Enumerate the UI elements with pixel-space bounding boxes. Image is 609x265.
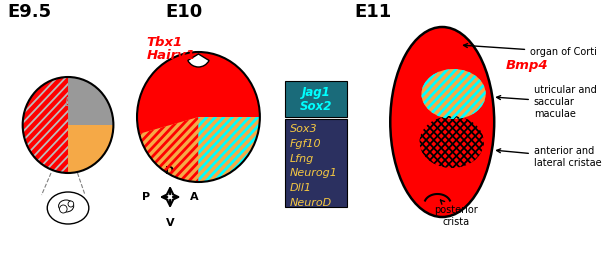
- Wedge shape: [23, 77, 68, 173]
- Text: anterior and
lateral cristae: anterior and lateral cristae: [496, 146, 602, 168]
- Text: Lmx1: Lmx1: [65, 96, 97, 109]
- Text: Jag1: Jag1: [301, 86, 331, 99]
- Text: E11: E11: [354, 3, 392, 21]
- Text: Tbx1: Tbx1: [147, 37, 183, 50]
- Text: posterior
crista: posterior crista: [435, 200, 478, 227]
- Text: NeuroD: NeuroD: [290, 198, 333, 207]
- FancyBboxPatch shape: [286, 119, 347, 207]
- Circle shape: [60, 205, 67, 213]
- Wedge shape: [199, 117, 260, 182]
- Ellipse shape: [390, 27, 495, 217]
- Text: Lfng: Lfng: [290, 154, 314, 164]
- Text: Hairy1: Hairy1: [147, 48, 195, 61]
- Circle shape: [23, 77, 113, 173]
- Text: E10: E10: [166, 3, 203, 21]
- Ellipse shape: [421, 69, 486, 119]
- Ellipse shape: [58, 200, 74, 212]
- Wedge shape: [188, 54, 209, 67]
- Text: Fgf10: Fgf10: [290, 139, 322, 149]
- Circle shape: [68, 201, 74, 207]
- Text: Sox3: Sox3: [290, 124, 318, 134]
- Text: V: V: [166, 218, 174, 228]
- Text: Bmp4: Bmp4: [505, 59, 548, 72]
- Text: Sox2: Sox2: [300, 100, 333, 113]
- Text: Dll1: Dll1: [290, 183, 312, 193]
- FancyBboxPatch shape: [286, 81, 347, 117]
- Text: P: P: [142, 192, 150, 202]
- Text: A: A: [190, 192, 199, 202]
- Text: Neurog1: Neurog1: [290, 168, 338, 178]
- Text: utricular and
saccular
maculae: utricular and saccular maculae: [497, 85, 597, 119]
- Text: E9.5: E9.5: [7, 3, 52, 21]
- Text: D: D: [166, 166, 175, 176]
- Circle shape: [137, 52, 260, 182]
- Wedge shape: [139, 117, 259, 182]
- Wedge shape: [68, 77, 113, 125]
- Text: organ of Corti: organ of Corti: [463, 44, 597, 57]
- Ellipse shape: [48, 192, 89, 224]
